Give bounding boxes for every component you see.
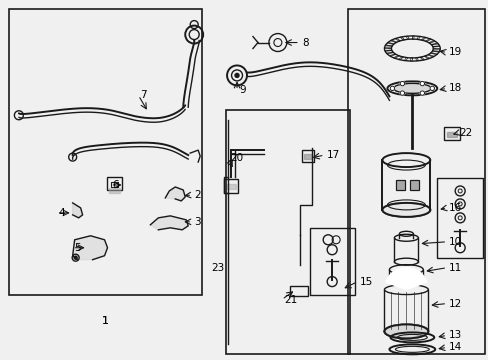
Bar [289,285,307,296]
Text: 2: 2 [194,190,201,200]
Circle shape [387,278,390,281]
Polygon shape [73,236,107,260]
Bar [347,9,484,354]
Bar [309,228,354,294]
Circle shape [388,280,391,283]
Text: 1: 1 [102,316,109,327]
Circle shape [402,283,404,286]
Text: 8: 8 [301,37,308,48]
Text: 6: 6 [112,180,119,190]
Bar [225,110,349,354]
Text: 1: 1 [102,316,109,327]
Text: 4: 4 [59,208,65,218]
Bar [396,180,405,190]
Polygon shape [150,216,188,230]
Bar [108,188,120,193]
Circle shape [396,283,398,285]
Ellipse shape [388,275,423,285]
Circle shape [429,86,433,91]
Bar [409,180,419,190]
Text: 15: 15 [359,276,372,287]
Text: 14: 14 [448,342,462,352]
Circle shape [74,256,77,259]
Text: 11: 11 [448,263,462,273]
Text: 7: 7 [140,90,147,100]
Wedge shape [385,268,426,289]
Bar [224,179,238,193]
Circle shape [399,91,404,95]
Ellipse shape [384,324,427,338]
Bar [301,150,313,162]
Text: 5: 5 [75,243,81,253]
Circle shape [389,86,394,91]
Text: 19: 19 [448,48,462,58]
Text: 22: 22 [458,128,471,138]
Text: 16: 16 [448,203,462,213]
Bar [9,9,202,294]
Circle shape [419,81,424,86]
Bar [303,154,311,159]
Bar [106,177,122,190]
Circle shape [420,280,423,283]
Ellipse shape [382,203,429,217]
Text: 18: 18 [448,84,462,93]
Bar [225,184,236,189]
Bar [110,182,118,187]
Text: 3: 3 [194,217,201,227]
Polygon shape [165,187,185,201]
Bar [447,132,456,137]
Text: 21: 21 [283,294,297,305]
Bar [396,180,405,190]
Text: 13: 13 [448,330,462,341]
Text: 12: 12 [448,298,462,309]
Bar [409,180,419,190]
Circle shape [419,91,424,95]
Circle shape [413,283,415,285]
Circle shape [407,283,409,286]
Circle shape [391,282,394,284]
Text: 23: 23 [210,263,224,273]
Circle shape [399,81,404,86]
Bar [436,178,482,258]
Polygon shape [73,203,82,218]
Text: 20: 20 [229,153,243,163]
Circle shape [235,73,239,77]
Ellipse shape [393,84,430,93]
Text: 10: 10 [448,237,461,247]
Circle shape [417,282,420,284]
Bar [443,127,459,140]
Text: 9: 9 [239,85,245,95]
Text: 17: 17 [326,150,339,160]
Circle shape [421,278,424,281]
